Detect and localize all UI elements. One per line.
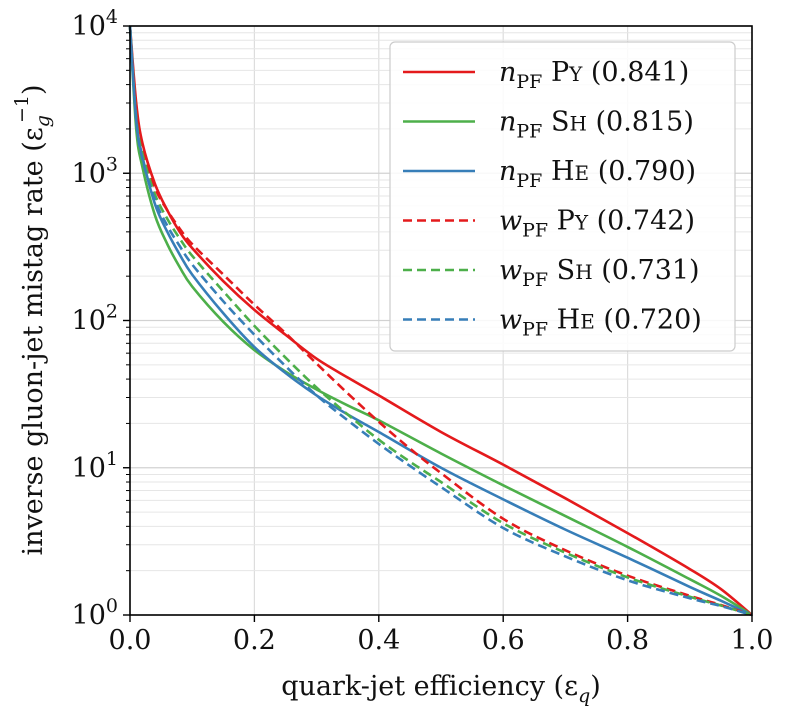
x-axis-label: quark-jet efficiency (εq): [281, 671, 601, 707]
y-tick-label: 104: [72, 6, 118, 42]
axis-ticks: 0.0 0.2 0.4 0.6 0.8 1.0 100 101 102 103 104: [72, 6, 774, 656]
y-tick-label: 100: [72, 595, 118, 631]
legend-label-5: wPF SH (0.731): [499, 255, 700, 291]
x-tick-label: 0.2: [233, 625, 276, 656]
x-tick-label: 0.4: [357, 625, 400, 656]
legend-label-4: wPF PY (0.742): [499, 206, 695, 242]
legend: nPF PY (0.841) nPF SH (0.815) nPF HE (0.79…: [389, 41, 736, 352]
legend-label-6: wPF HE (0.720): [499, 305, 702, 341]
legend-label-2: nPF SH (0.815): [499, 107, 694, 143]
series-line-4: [128, 25, 753, 617]
x-tick-label: 0.6: [482, 625, 525, 656]
legend-label-3: nPF HE (0.790): [499, 156, 696, 192]
x-tick-label: 0.0: [109, 625, 152, 656]
y-axis-label: inverse gluon-jet mistag rate (εg−1): [11, 84, 54, 555]
legend-label-1: nPF PY (0.841): [499, 57, 689, 93]
series-line-3: [128, 25, 753, 617]
x-tick-label: 0.8: [606, 625, 649, 656]
series-line-5: [128, 25, 753, 617]
series-line-1: [128, 25, 753, 616]
curves: [128, 25, 753, 617]
y-tick-label: 102: [72, 301, 118, 337]
legend-box: [389, 41, 736, 352]
y-tick-label: 103: [72, 153, 118, 189]
y-tick-label: 101: [72, 448, 118, 484]
x-tick-label: 1.0: [731, 625, 774, 656]
series-line-2: [128, 25, 753, 617]
